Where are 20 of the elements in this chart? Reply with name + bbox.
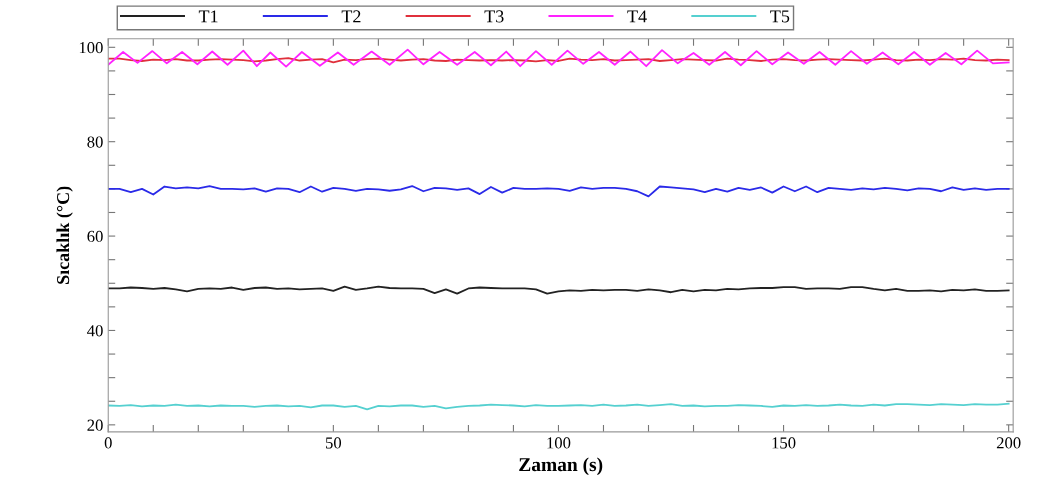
y-tick-label: 20 (87, 419, 103, 431)
y-tick-label: 80 (87, 136, 103, 148)
x-tick-label: 100 (547, 437, 571, 449)
x-tick-label: 50 (325, 437, 342, 449)
y-axis-title: Sıcaklık (°C) (56, 186, 73, 284)
x-tick-label: 0 (104, 437, 112, 449)
x-tick-label: 150 (772, 437, 796, 449)
legend-label: T3 (484, 10, 504, 23)
line-series (108, 185, 1010, 198)
line-series (108, 48, 1010, 68)
y-tick-label: 100 (79, 42, 103, 54)
line-series (108, 285, 1010, 295)
x-tick-label: 200 (996, 437, 1021, 449)
x-axis-title: Zaman (s) (519, 457, 603, 476)
y-tick-label: 60 (87, 230, 103, 243)
legend-label: T4 (627, 10, 647, 23)
legend-label: T1 (198, 10, 218, 23)
y-tick-label: 40 (87, 325, 103, 337)
legend-label: T2 (341, 10, 361, 23)
legend-label: T5 (770, 10, 790, 23)
